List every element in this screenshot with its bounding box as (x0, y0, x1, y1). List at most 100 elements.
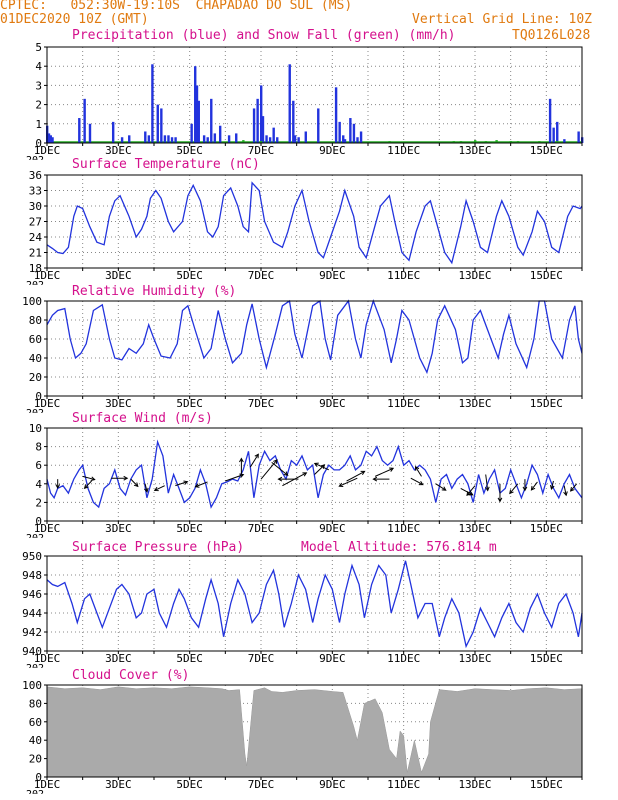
panel-2 (44, 174, 583, 271)
precip-bar (338, 121, 341, 143)
wind-vector (130, 478, 139, 487)
precip-bar (49, 135, 52, 143)
y-tick-label: 21 (29, 247, 42, 260)
wind-vector (563, 485, 567, 496)
y-tick-label: 24 (29, 231, 43, 244)
year-fragment-label: 202 (26, 663, 44, 674)
x-tick-label: 15DEC (530, 269, 563, 282)
wind-vector (531, 481, 538, 491)
y-tick-label: 0 (35, 137, 42, 150)
x-tick-label: 7DEC (248, 269, 275, 282)
x-tick-label: 13DEC (458, 778, 491, 791)
cloud-cover-area (46, 686, 583, 778)
x-tick-label: 1DEC (34, 778, 61, 791)
x-tick-label: 11DEC (387, 144, 420, 157)
wind-vector (154, 485, 165, 491)
series-line (46, 439, 583, 509)
y-tick-label: 6 (35, 459, 42, 472)
x-tick-label: 7DEC (248, 522, 275, 535)
precip-bar (359, 131, 363, 143)
wind-vector-head (55, 484, 61, 489)
wind-vector (175, 481, 188, 487)
wind-vector-head (360, 470, 366, 476)
snow-bar (484, 141, 488, 143)
y-tick-label: 40 (29, 352, 42, 365)
y-tick-label: 946 (22, 588, 42, 601)
year-fragment-label: 202 (26, 280, 44, 291)
precip-bar (78, 118, 81, 143)
wind-vector-head (254, 453, 259, 459)
x-tick-label: 15DEC (530, 522, 563, 535)
wind-vector-head (183, 480, 189, 485)
precip-bar (210, 98, 213, 143)
panel-3 (44, 298, 583, 399)
x-tick-label: 15DEC (530, 778, 563, 791)
panel-frame (46, 46, 583, 144)
precip-bar (120, 137, 124, 143)
snow-bar (516, 141, 520, 143)
y-tick-label: 100 (22, 295, 42, 308)
precip-bar (160, 108, 163, 143)
precip-bar (256, 98, 259, 143)
precip-bar (88, 123, 92, 143)
precip-bar (292, 100, 295, 143)
x-tick-label: 1DEC (34, 269, 61, 282)
precip-bar (352, 123, 356, 143)
series-line (46, 298, 583, 375)
x-tick-label: 11DEC (387, 652, 420, 665)
wind-vector (249, 453, 259, 468)
precip-bar (174, 137, 177, 143)
x-tick-label: 7DEC (248, 652, 275, 665)
x-tick-label: 11DEC (387, 778, 420, 791)
wind-vector-head (441, 486, 447, 491)
y-tick-label: 10 (29, 422, 42, 435)
precip-bar (349, 118, 352, 143)
panel-4 (44, 427, 583, 524)
wind-vector-head (338, 482, 344, 488)
snow-bar (538, 141, 541, 143)
snow-bar (556, 141, 559, 143)
year-fragment-label: 202 (26, 533, 44, 544)
x-tick-label: 13DEC (458, 397, 491, 410)
header: CPTEC: 052:30W-19:10S CHAPADAO DO SUL (M… (0, 0, 618, 48)
y-tick-label: 2 (35, 496, 42, 509)
wind-vector (509, 483, 519, 494)
precip-bar (252, 108, 256, 143)
wind-vector-head (123, 475, 129, 481)
precip-bar (194, 66, 197, 143)
y-tick-label: 60 (29, 716, 42, 729)
y-tick-label: 100 (22, 679, 42, 692)
x-tick-label: 11DEC (387, 397, 420, 410)
panel-title: Surface Pressure (hPa) (72, 540, 244, 555)
wind-vector (314, 464, 325, 475)
y-tick-label: 30 (29, 200, 42, 213)
precip-bar (563, 139, 566, 143)
precip-bar (272, 127, 275, 143)
snow-bar (242, 140, 245, 143)
x-tick-label: 7DEC (248, 144, 275, 157)
year-fragment-label: 202 (26, 789, 44, 800)
y-tick-label: 8 (35, 441, 42, 454)
x-tick-label: 3DEC (105, 397, 132, 410)
x-tick-label: 13DEC (458, 144, 491, 157)
x-tick-label: 9DEC (319, 397, 346, 410)
panel-frame (46, 684, 583, 778)
precip-bar (163, 135, 167, 143)
y-tick-label: 4 (35, 60, 42, 73)
wind-vector-head (83, 484, 89, 489)
precip-bar (261, 116, 265, 143)
y-tick-label: 0 (35, 390, 42, 403)
x-tick-label: 7DEC (248, 778, 275, 791)
wind-vector-head (497, 497, 503, 503)
model-id: TQ0126L028 (512, 28, 591, 43)
x-tick-label: 15DEC (530, 144, 563, 157)
precip-bar (167, 135, 170, 143)
wind-vector-head (530, 485, 536, 491)
y-tick-label: 36 (29, 169, 42, 182)
snow-bar (260, 141, 263, 143)
x-tick-label: 9DEC (319, 652, 346, 665)
wind-vector (466, 485, 476, 496)
wind-vector-head (522, 486, 528, 492)
wind-vector-head (389, 467, 395, 472)
